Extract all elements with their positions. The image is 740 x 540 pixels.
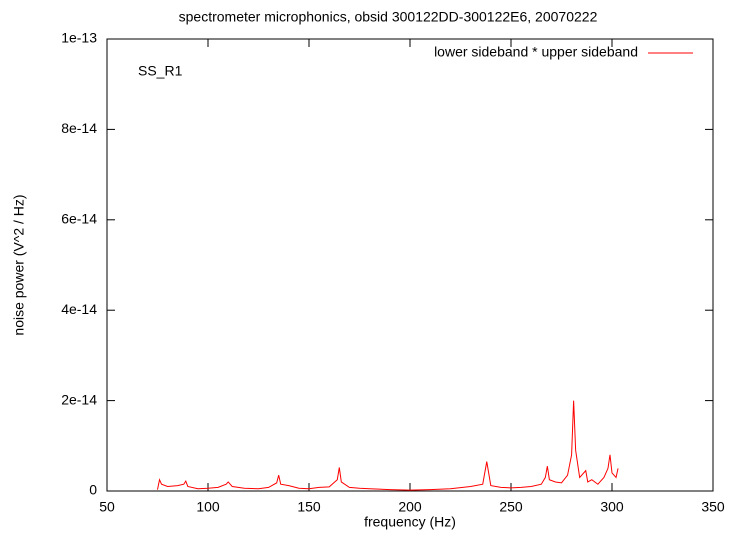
x-tick-label: 350 bbox=[701, 499, 725, 515]
y-tick-label: 8e-14 bbox=[61, 120, 97, 136]
x-tick-label: 50 bbox=[99, 499, 115, 515]
y-tick-label: 4e-14 bbox=[61, 301, 97, 317]
series-line bbox=[157, 400, 619, 491]
chart-title: spectrometer microphonics, obsid 300122D… bbox=[179, 9, 598, 25]
legend-label: lower sideband * upper sideband bbox=[434, 44, 638, 60]
x-axis-label: frequency (Hz) bbox=[364, 514, 456, 530]
x-tick-label: 200 bbox=[398, 499, 422, 515]
x-tick-label: 100 bbox=[196, 499, 220, 515]
x-tick-label: 300 bbox=[600, 499, 624, 515]
y-tick-label: 6e-14 bbox=[61, 211, 97, 227]
plot-border bbox=[106, 38, 714, 492]
annotation: SS_R1 bbox=[138, 63, 183, 79]
y-axis-label: noise power (V^2 / Hz) bbox=[11, 194, 27, 335]
x-tick-label: 250 bbox=[499, 499, 523, 515]
x-tick-label: 150 bbox=[297, 499, 321, 515]
y-tick-label: 2e-14 bbox=[61, 391, 97, 407]
y-tick-label: 1e-13 bbox=[61, 30, 97, 46]
y-tick-label: 0 bbox=[89, 482, 97, 498]
